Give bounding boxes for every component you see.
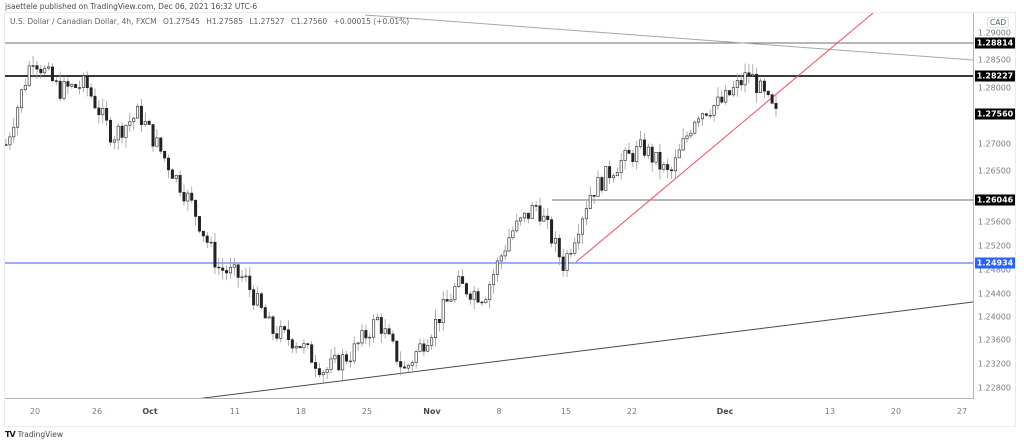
- tradingview-logo-icon: TV: [5, 430, 16, 439]
- price-tag: 1.27560: [975, 108, 1015, 120]
- date-label: 13: [824, 407, 836, 416]
- publisher-caption: jsaettele published on TradingView.com, …: [5, 2, 258, 11]
- price-tick: 1.27000: [977, 139, 1011, 149]
- price-tick: 1.29000: [977, 28, 1011, 38]
- ohlc-change: +0.00015 (+0.01%): [333, 17, 410, 26]
- price-tick: 1.25600: [977, 217, 1011, 227]
- date-label: 22: [626, 407, 638, 416]
- price-tick: 1.23600: [977, 335, 1011, 345]
- price-tick: 1.28500: [977, 55, 1011, 65]
- brand-name: TradingView: [17, 430, 63, 439]
- symbol-legend: U.S. Dollar / Canadian Dollar, 4h, FXCM …: [10, 17, 413, 26]
- date-label: 18: [295, 407, 307, 416]
- price-axis[interactable]: 1.29000 1.28500 1.28000 1.27000 1.26500 1.256…: [973, 13, 1017, 399]
- price-tag: 1.28814: [975, 37, 1015, 49]
- date-label: Dec: [716, 407, 734, 416]
- ohlc-close: C1.27560: [290, 17, 328, 26]
- price-tag: 1.24934: [975, 257, 1015, 269]
- date-label: 11: [229, 407, 241, 416]
- descending-trendline: [364, 14, 973, 61]
- price-tick: 1.24800: [977, 265, 1011, 275]
- price-tick: 1.23200: [977, 359, 1011, 369]
- symbol-name: U.S. Dollar / Canadian Dollar, 4h, FXCM: [10, 17, 157, 26]
- ohlc-open: O1.27545: [162, 17, 200, 26]
- price-tick: 1.25200: [977, 241, 1011, 251]
- currency-label: CAD: [987, 17, 1010, 28]
- red-trendline: [575, 13, 874, 263]
- date-label: 20: [890, 407, 902, 416]
- date-label: 26: [91, 407, 103, 416]
- price-tick: 1.26500: [977, 166, 1011, 176]
- date-label: 25: [361, 407, 373, 416]
- candlesticks: [5, 55, 778, 383]
- date-label: 15: [560, 407, 572, 416]
- price-tick: 1.24400: [977, 289, 1011, 299]
- date-label: 20: [29, 407, 41, 416]
- price-tick: 1.22800: [977, 383, 1011, 393]
- chart-frame: [4, 12, 1016, 427]
- price-tick: 1.28000: [977, 83, 1011, 93]
- long-term-support-trendline: [200, 301, 973, 398]
- price-tag: 1.28227: [975, 70, 1015, 82]
- price-tag: 1.26046: [975, 194, 1015, 206]
- ohlc-high: H1.27585: [206, 17, 243, 26]
- time-axis[interactable]: 20 26 Oct 11 18 25 Nov 8 15 22 Dec 13 20 27: [5, 398, 973, 427]
- tradingview-logo[interactable]: TV TradingView: [5, 430, 63, 439]
- date-label: Nov: [423, 407, 441, 416]
- date-label: Oct: [142, 407, 158, 416]
- price-tick: 1.24000: [977, 312, 1011, 322]
- date-label: 27: [956, 407, 968, 416]
- date-label: 8: [496, 407, 502, 416]
- ohlc-low: L1.27527: [249, 17, 285, 26]
